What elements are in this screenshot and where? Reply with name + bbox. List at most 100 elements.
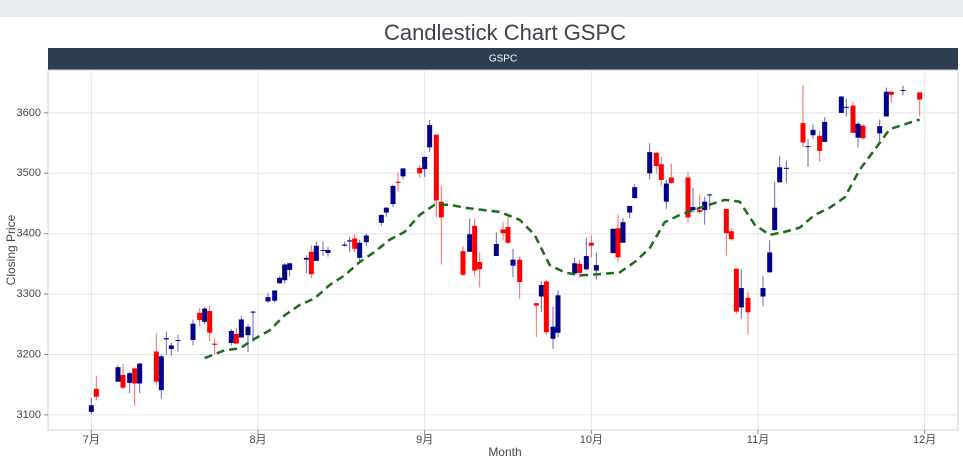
candle-body xyxy=(860,125,866,139)
candle-body xyxy=(647,152,653,174)
candle-body xyxy=(663,183,669,202)
candle-body xyxy=(615,228,621,258)
candle-body xyxy=(120,375,126,388)
candle-body xyxy=(228,330,234,344)
candle-body xyxy=(538,285,544,297)
candle-body xyxy=(777,167,783,183)
candle-body xyxy=(158,356,164,391)
y-tick-label: 3300 xyxy=(17,288,41,300)
candle-body xyxy=(93,388,99,397)
candle-body xyxy=(543,281,549,333)
candle-body xyxy=(620,222,626,243)
candle-body xyxy=(153,351,159,382)
candle-body xyxy=(460,251,466,275)
candle-body xyxy=(810,129,816,136)
candle-body xyxy=(115,367,121,382)
candle-body xyxy=(723,208,729,234)
top-band xyxy=(0,0,963,17)
x-tick-label: 10月 xyxy=(580,434,603,446)
candle-body xyxy=(855,123,861,138)
candle-body xyxy=(168,345,174,350)
candle-body xyxy=(800,123,806,143)
candle-body xyxy=(822,121,828,142)
candle-body xyxy=(320,250,326,251)
candle-body xyxy=(390,185,396,205)
candle-body xyxy=(702,201,708,211)
candle-body xyxy=(510,259,516,266)
candle-body xyxy=(422,156,428,170)
candle-body xyxy=(163,338,169,340)
candle-body xyxy=(632,187,638,199)
candle-body xyxy=(238,319,244,338)
candle-body xyxy=(190,323,196,340)
candle-body xyxy=(233,333,239,344)
candle-body xyxy=(668,177,674,183)
candle-body xyxy=(517,259,523,283)
candle-body xyxy=(505,227,511,243)
candle-body xyxy=(245,326,251,336)
candle-body xyxy=(282,264,288,281)
candle-body xyxy=(272,290,278,301)
candle-body xyxy=(197,312,203,321)
candle-body xyxy=(88,405,94,412)
candle-body xyxy=(342,244,348,246)
y-tick-label: 3400 xyxy=(17,228,41,240)
candle-body xyxy=(838,96,844,113)
x-tick-label: 7月 xyxy=(83,434,100,446)
candle-body xyxy=(357,242,363,258)
candle-body xyxy=(583,256,589,270)
candle-body xyxy=(888,91,894,95)
candle-body xyxy=(352,238,358,249)
x-tick-label: 8月 xyxy=(249,434,266,446)
candle-body xyxy=(817,135,823,151)
candle-body xyxy=(308,251,314,275)
candle-body xyxy=(433,134,439,201)
candle-body xyxy=(805,146,811,148)
y-tick-label: 3500 xyxy=(17,167,41,179)
candle-body xyxy=(303,257,309,260)
x-tick-label: 12月 xyxy=(913,434,936,446)
candle-body xyxy=(202,308,208,322)
candle-body xyxy=(843,106,849,108)
candle-body xyxy=(277,277,283,284)
candle-body xyxy=(493,243,499,257)
candle-body xyxy=(883,91,889,117)
plot-area xyxy=(47,69,959,431)
candle-body xyxy=(738,288,744,308)
candle-body xyxy=(207,311,213,333)
candle-body xyxy=(378,214,384,223)
candle-body xyxy=(733,268,739,312)
candle-body xyxy=(850,105,856,133)
candle-body xyxy=(783,167,789,169)
x-axis-title: Month xyxy=(488,445,521,459)
candle-body xyxy=(137,363,143,384)
candle-body xyxy=(533,303,539,306)
candle-body xyxy=(593,265,599,271)
candle-body xyxy=(400,168,406,177)
candle-body xyxy=(132,368,138,384)
candle-body xyxy=(265,297,271,302)
candle-body xyxy=(577,263,583,273)
y-tick-label: 3100 xyxy=(17,409,41,421)
candle-body xyxy=(417,167,423,174)
candle-body xyxy=(127,373,133,383)
panel-title: GSPC xyxy=(489,54,517,65)
candle-body xyxy=(347,240,353,242)
candle-body xyxy=(363,235,369,243)
candle-body xyxy=(477,262,483,270)
candle-body xyxy=(383,207,389,213)
candle-body xyxy=(572,263,578,274)
candle-body xyxy=(653,152,659,167)
candle-body xyxy=(900,89,906,91)
candle-body xyxy=(175,340,181,341)
candle-body xyxy=(500,229,506,234)
candle-body xyxy=(287,263,293,270)
candle-body xyxy=(250,311,256,313)
candle-body xyxy=(728,231,734,240)
y-tick-label: 3600 xyxy=(17,107,41,119)
x-tick-label: 11月 xyxy=(747,434,769,446)
candle-body xyxy=(555,295,561,333)
panel-strip xyxy=(48,48,958,70)
candle-body xyxy=(610,228,616,254)
